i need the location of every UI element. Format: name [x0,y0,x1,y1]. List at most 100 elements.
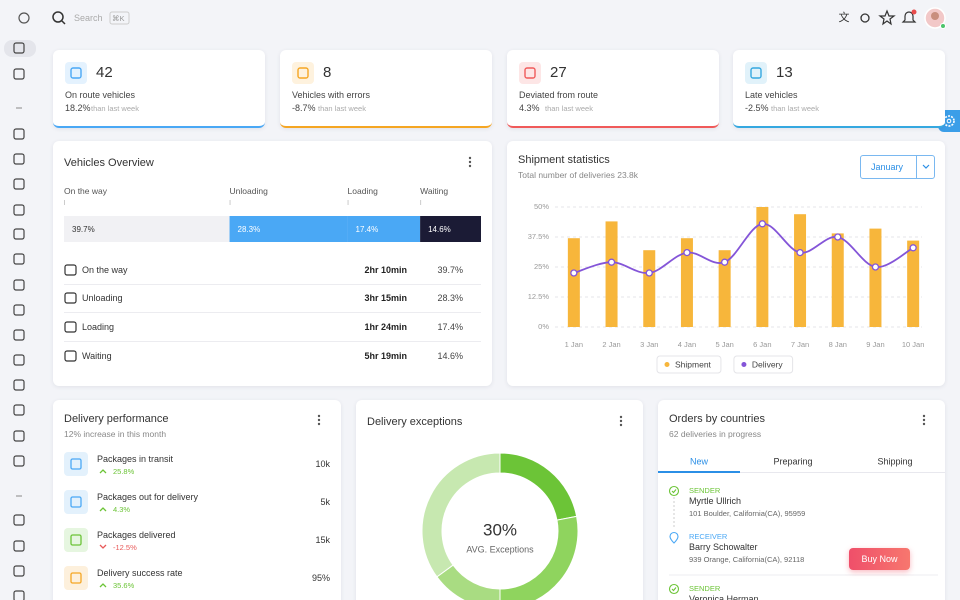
trend-arrow [99,507,107,512]
settings-icon [943,115,955,127]
tab-underline [658,471,740,473]
x-tick-label: 8 Jan [829,340,847,349]
stat-card: 13 Late vehicles -2.5% than last week [733,50,945,128]
nav-icon[interactable] [13,153,25,165]
item-change: 35.6% [113,581,135,590]
nav-icon[interactable] [13,590,25,600]
dot [922,414,926,418]
dropdown-toggle[interactable] [916,156,935,178]
bar [907,240,920,327]
bar-segment [229,216,348,242]
nav-icon[interactable] [13,329,25,341]
nav-icon[interactable] [13,455,25,467]
legend-box [656,355,722,374]
nav-icon[interactable] [13,514,25,526]
dot [468,164,472,168]
bar [869,228,882,327]
row-icon [64,264,77,276]
card-title: Delivery exceptions [367,416,463,428]
nav-icon[interactable] [13,304,25,316]
bar [680,238,693,327]
buy-now-button[interactable]: Buy Now [849,548,910,570]
chevron [922,164,930,169]
glyph [70,534,82,546]
search-shortcut: ⌘K [112,14,125,23]
nav-icon[interactable] [13,565,25,577]
line-point [720,258,729,266]
nav-icon[interactable] [13,42,25,54]
nav-icon[interactable] [13,404,25,416]
item-value: 95% [311,573,330,583]
tab[interactable]: Shipping [877,456,912,466]
legend-label: Delivery [752,359,783,369]
y-tick-label: 50% [534,202,549,211]
more-menu[interactable] [919,413,929,427]
donut-segment [499,515,579,600]
nav-icon[interactable] [13,68,25,80]
nav-icon[interactable] [13,354,25,366]
orders-decor: New Preparing Shipping [658,456,945,595]
item-icon [64,452,88,476]
tab[interactable]: Preparing [773,456,812,466]
theme-icon[interactable] [860,13,870,23]
stat-icon [519,62,541,84]
stat-card: 27 Deviated from route 4.3% than last week [507,50,719,128]
check-mark [671,587,677,592]
stat-value: 13 [776,64,793,81]
legend-item[interactable]: Shipment [656,355,722,374]
segment-label: 14.6% [428,225,451,234]
translate-icon[interactable]: 文 [839,10,850,24]
item-change: 25.8% [113,467,135,476]
x-tick-label: 2 Jan [602,340,620,349]
entry-role: RECEIVER [689,532,728,541]
menu-toggle[interactable] [18,12,30,24]
dot [317,414,321,418]
more-menu[interactable] [465,155,475,169]
legend-item[interactable]: Delivery [733,355,794,374]
segment-name: On the way [64,186,107,196]
buy-now-label[interactable]: Buy Now [861,554,898,564]
nav-icon[interactable] [13,379,25,391]
item-value: 15k [315,535,330,545]
notification-icon[interactable] [901,11,917,23]
row-percent: 14.6% [437,351,463,361]
entry-address: 939 Orange, California(CA), 92118 [689,555,805,564]
stat-label: Late vehicles [745,90,798,100]
bar [831,233,844,327]
item-icon-glyph [70,572,82,584]
bar [794,214,807,327]
nav-icon[interactable] [13,228,25,240]
month-selector-label[interactable]: January [871,162,904,172]
item-value: 5k [320,497,330,507]
dot [468,160,472,164]
check-icon [668,583,680,595]
nav-icon[interactable] [13,540,25,552]
line-point [909,244,917,252]
line-point [871,263,880,271]
nav-icon[interactable] [13,279,25,291]
item-icon [64,566,88,590]
delivery-exceptions: Delivery exceptions 30% AVG. Exceptions [356,400,643,600]
donut-center-label: AVG. Exceptions [466,544,534,554]
month-selector[interactable]: January [860,155,935,179]
nav-icon[interactable] [13,253,25,265]
tab[interactable]: New [690,456,709,466]
shortcuts-icon[interactable] [878,9,896,26]
bar [718,250,731,327]
glyph [70,572,82,584]
stat-icon [745,62,767,84]
card-subtitle: 12% increase in this month [64,429,167,439]
card-title: Shipment statistics [518,154,610,166]
more-menu[interactable] [314,413,324,427]
nav-icon[interactable] [13,128,25,140]
y-tick-label: 12.5% [528,292,550,301]
line [573,222,914,274]
nav-icon[interactable] [13,204,25,216]
nav-icon[interactable] [13,178,25,190]
search-placeholder[interactable]: Search [74,13,103,23]
nav-icon[interactable] [13,430,25,442]
stat-change: 18.2% [65,103,91,113]
donut-chart: 30% AVG. Exceptions [421,452,579,600]
search-icon[interactable] [52,11,64,23]
more-menu[interactable] [616,414,626,428]
